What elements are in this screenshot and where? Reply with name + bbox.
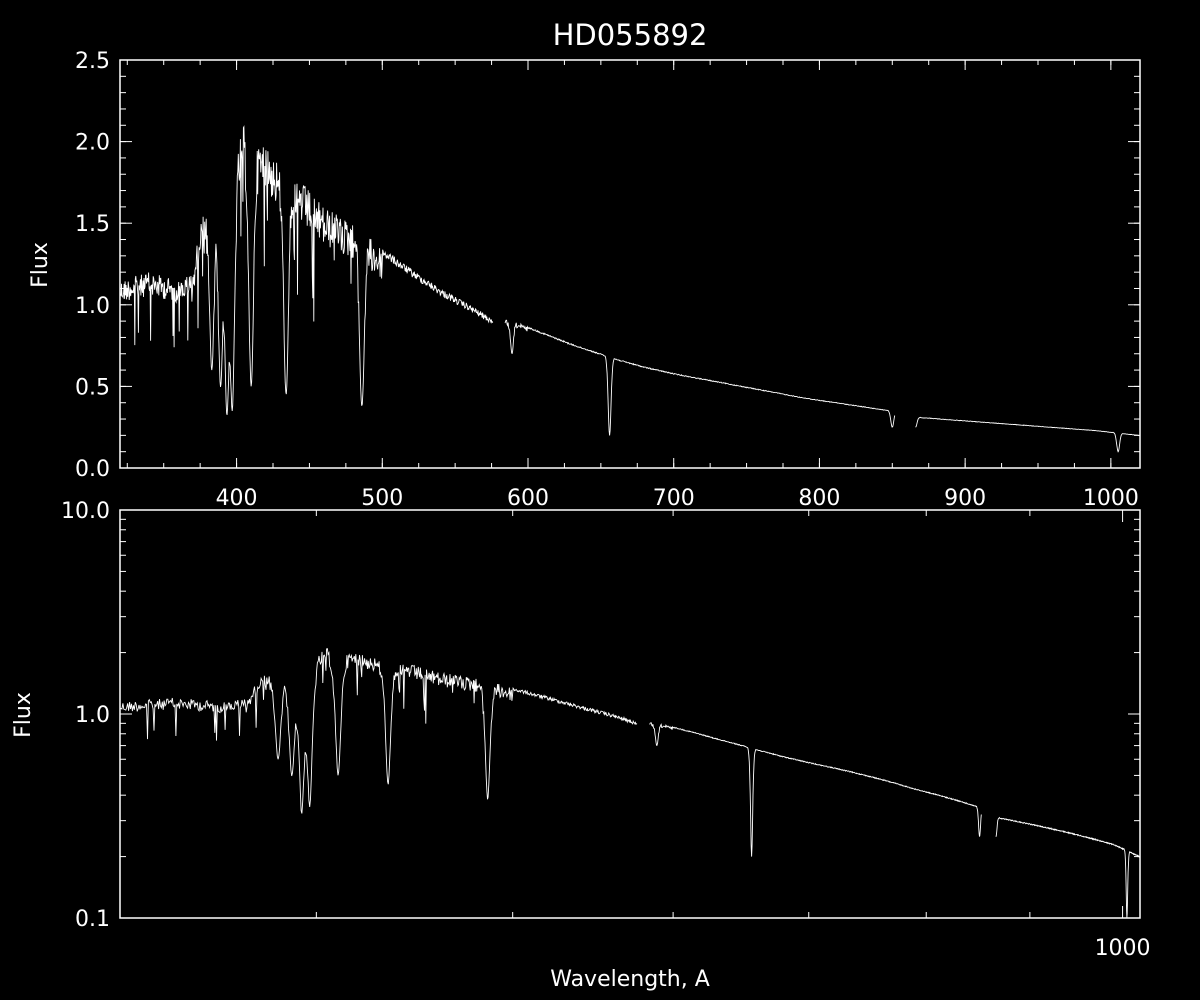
top-y-tick-label: 1.0 [75,294,110,319]
bottom-y-tick-label: 1.0 [75,703,110,728]
top-y-tick-label: 2.5 [75,49,110,74]
x-axis-label: Wavelength, A [550,967,710,992]
top-y-tick-label: 1.5 [75,212,110,237]
top-x-tick-label: 500 [361,486,403,511]
top-plot-frame [119,59,1141,469]
top-x-tick-label: 600 [507,486,549,511]
top-x-tick-label: 400 [216,486,258,511]
top-panel: 400 500 600 700 800 900 1000 0.0 0.5 1.0 1.5 2.0 2.5… [28,49,1141,511]
bottom-spectrum-line [119,648,1140,918]
bottom-y-axis-label: Flux [11,692,36,738]
top-y-axis-label: Flux [28,242,53,288]
top-spectrum-line [119,125,1140,453]
bottom-spectrum-series [119,648,1140,918]
top-x-tick-label: 700 [653,486,695,511]
top-y-tick-label: 0.5 [75,375,110,400]
top-x-tick-label: 900 [944,486,986,511]
top-x-tick-label: 800 [798,486,840,511]
top-y-tick-label: 2.0 [75,131,110,156]
bottom-axis-ticks: 1000 0.1 1.0 10.0 [61,499,1151,961]
bottom-y-tick-label: 10.0 [61,499,110,524]
top-y-tick-label: 0.0 [75,457,110,482]
top-axis-ticks: 400 500 600 700 800 900 1000 0.0 0.5 1.0 1.5 2.0 2.5 [75,49,1140,511]
top-spectrum-series [119,125,1140,453]
chart-title: HD055892 [553,18,708,52]
bottom-y-tick-label: 0.1 [75,907,110,932]
bottom-x-tick-label: 1000 [1095,936,1151,961]
top-x-tick-label: 1000 [1083,486,1139,511]
bottom-panel: 1000 0.1 1.0 10.0 Flux Wavelength, A [11,499,1151,992]
